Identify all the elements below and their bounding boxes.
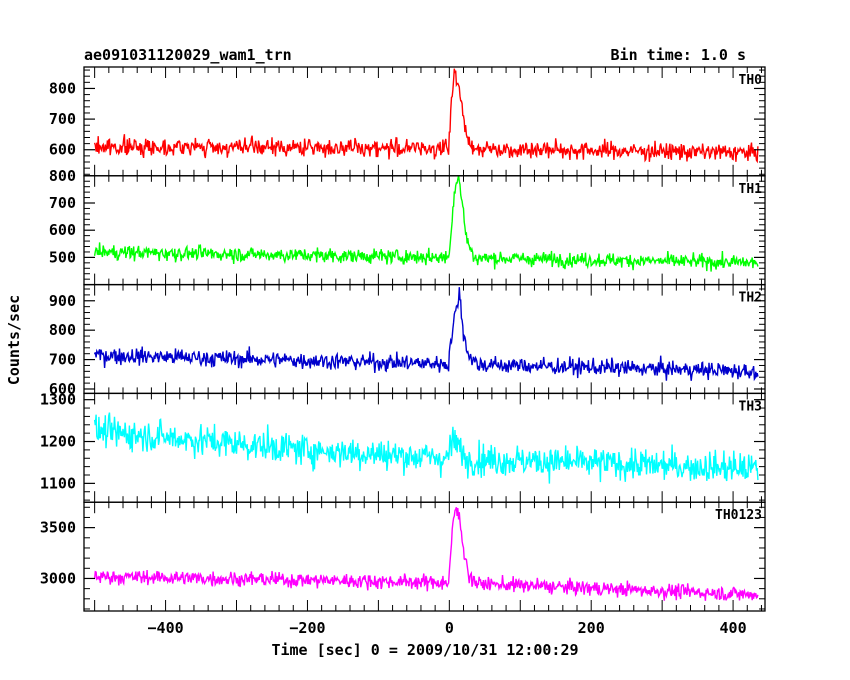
series-line-th1 <box>93 175 759 272</box>
y-tick-label: 800 <box>49 167 76 185</box>
y-tick-label: 600 <box>49 221 76 239</box>
series-line-th0 <box>93 68 759 164</box>
panel-frame <box>83 283 766 395</box>
panel-frame <box>83 501 766 612</box>
y-tick-label: 900 <box>49 292 76 310</box>
x-axis-label: Time [sec] 0 = 2009/10/31 12:00:29 <box>271 641 578 659</box>
x-tick-label: −400 <box>148 619 184 637</box>
chart-title: ae091031120029_wam1_trn <box>84 46 292 64</box>
y-tick-label: 1100 <box>40 474 76 492</box>
series-line-th3 <box>93 412 759 484</box>
panel-frame <box>83 175 766 286</box>
y-tick-label: 1200 <box>40 433 76 451</box>
y-tick-label: 800 <box>49 79 76 97</box>
x-tick-label: 200 <box>578 619 605 637</box>
x-tick-label: 0 <box>445 619 454 637</box>
panel-th3: TH3 1100 1200 1300 <box>40 391 766 503</box>
y-tick-label: 700 <box>49 110 76 128</box>
panel-th0: TH0 600 700 800 <box>49 66 766 177</box>
y-tick-label: 3500 <box>40 519 76 537</box>
y-tick-label: 500 <box>49 248 76 266</box>
y-tick-label: 700 <box>49 351 76 369</box>
y-tick-label: 3000 <box>40 569 76 587</box>
panel-label: TH3 <box>739 399 762 414</box>
panel-label: TH1 <box>739 182 763 197</box>
y-axis-label: Counts/sec <box>5 295 23 385</box>
panel-label: TH2 <box>739 291 762 306</box>
y-tick-label: 700 <box>49 194 76 212</box>
y-tick-label: 600 <box>49 380 76 398</box>
y-tick-label: 1300 <box>40 391 76 409</box>
x-tick-label: −200 <box>289 619 325 637</box>
series-line-th0123 <box>93 507 759 601</box>
panel-th0123: TH0123 3000 3500 <box>40 501 766 612</box>
panel-label: TH0123 <box>715 508 762 523</box>
x-tick-label: 400 <box>720 619 747 637</box>
panel-label: TH0 <box>739 73 763 88</box>
y-tick-label: 600 <box>49 141 76 159</box>
series-line-th2 <box>93 287 759 382</box>
y-tick-label: 800 <box>49 321 76 339</box>
panel-th2: TH2 600 700 800 900 <box>49 283 766 398</box>
panels: TH0 600 700 800 TH1 500 600 700 800 TH2 600 700 800 9… <box>40 66 766 637</box>
bin-time-label: Bin time: 1.0 s <box>611 46 746 64</box>
panel-th1: TH1 500 600 700 800 <box>49 167 766 286</box>
panel-frame <box>83 66 766 177</box>
